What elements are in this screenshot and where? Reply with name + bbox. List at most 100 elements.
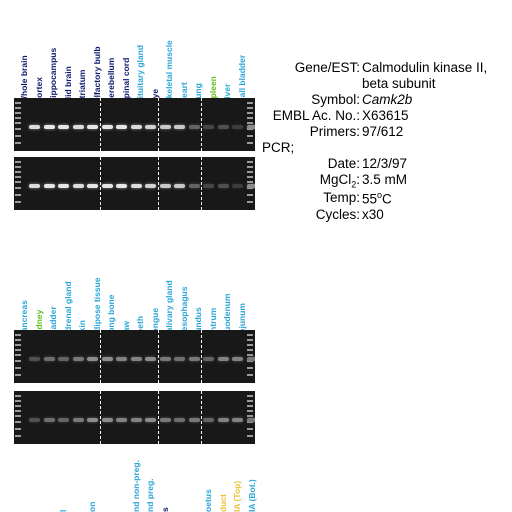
lane-divider: [157, 157, 159, 210]
gene-info-block: Gene/EST: Calmodulin kinase II, beta sub…: [258, 60, 512, 230]
lane-divider: [201, 391, 202, 444]
gel-band: [159, 357, 171, 361]
gel-band: [188, 184, 200, 188]
ladder-band: [15, 415, 21, 417]
ladder-band: [247, 161, 253, 163]
lane-label: Olfactory bulb: [91, 46, 102, 104]
gel-band: [174, 357, 185, 361]
gel-band: [130, 357, 142, 361]
gel-band: [145, 418, 156, 422]
gel-band: [217, 418, 229, 422]
gel-band: [246, 184, 255, 188]
date-key: Date:: [327, 156, 360, 171]
ladder-band: [247, 334, 253, 336]
gel-band: [58, 184, 69, 188]
gel-band: [43, 357, 55, 361]
ladder-band: [15, 135, 21, 137]
gel-band: [217, 184, 229, 188]
ladder-band: [247, 415, 253, 417]
symbol-key: Symbol:: [311, 92, 360, 107]
pcr-label: PCR;: [262, 140, 295, 155]
lane-divider: [99, 98, 101, 151]
gel-band: [72, 357, 84, 361]
ladder-band: [247, 395, 253, 397]
gel-band: [188, 125, 200, 129]
ladder-band: [15, 360, 21, 362]
ladder-band: [15, 187, 21, 189]
lane-divider: [157, 98, 159, 151]
gel-band: [29, 184, 40, 188]
ladder-band: [247, 102, 253, 104]
ladder-band: [247, 405, 253, 407]
gel-band: [203, 357, 214, 361]
ladder-band: [247, 421, 253, 423]
gel-band: [101, 125, 113, 129]
lane-label-partial: nd non-preg.: [130, 460, 141, 512]
gel-band: [116, 184, 127, 188]
gel-band: [130, 184, 142, 188]
ladder-band: [15, 176, 21, 178]
ladder-band: [247, 181, 253, 183]
ladder-band: [15, 405, 21, 407]
ladder-band: [247, 171, 253, 173]
ladder-band: [247, 187, 253, 189]
temp-value: 55oC: [362, 190, 392, 207]
lane-label-partial: IA (Top): [232, 480, 242, 512]
mgcl-key-colon: :: [356, 172, 360, 187]
ladder-band: [247, 112, 253, 114]
gel-band: [116, 418, 127, 422]
mgcl-key: MgCl2:: [320, 172, 360, 190]
ladder-lane: [247, 98, 253, 151]
ladder-band: [15, 112, 21, 114]
ladder-band: [15, 161, 21, 163]
gel-band: [145, 184, 156, 188]
gel-band: [58, 357, 69, 361]
gel-band: [188, 357, 200, 361]
gel-band: [101, 357, 113, 361]
mgcl-key-sub: 2: [351, 179, 357, 190]
cycles-key: Cycles:: [315, 207, 360, 222]
temp-value-unit: C: [382, 191, 392, 207]
ladder-band: [15, 142, 21, 144]
gel-band: [145, 125, 156, 129]
lane-label-partial: duct: [217, 494, 228, 512]
ladder-band: [247, 117, 253, 119]
gel-band: [232, 184, 243, 188]
lane-label: Adipose tissue: [91, 277, 102, 338]
ladder-band: [15, 194, 21, 196]
panel2-gel-top: [14, 330, 255, 383]
ladder-band: [247, 122, 253, 124]
lane-divider: [201, 157, 202, 210]
gel-band: [116, 125, 127, 129]
date-value: 12/3/97: [362, 156, 408, 171]
ladder-band: [15, 201, 21, 203]
gel-band: [29, 418, 40, 422]
ladder-band: [15, 421, 21, 423]
gel-band: [130, 125, 142, 129]
gel-band: [43, 184, 55, 188]
temp-key: Temp:: [323, 190, 360, 205]
ladder-band: [247, 128, 253, 130]
gel-band: [87, 418, 98, 422]
ladder-lane: [15, 157, 21, 210]
gel-band: [246, 125, 255, 129]
lane-label: Hippocampus: [48, 47, 58, 104]
ladder-band: [15, 395, 21, 397]
mgcl-key-main: MgCl: [319, 172, 352, 187]
gel-band: [43, 125, 55, 129]
lane-label-partial: IA (Bot.): [246, 479, 257, 512]
lane-label: Skeletal muscle: [164, 40, 174, 104]
panel2-gel-bottom: [14, 391, 255, 444]
gene-key: Gene/EST:: [294, 60, 360, 75]
ladder-band: [15, 349, 21, 351]
ladder-band: [15, 122, 21, 124]
primers-key: Primers:: [309, 124, 360, 139]
lane-label-partial: s: [159, 507, 170, 512]
ladder-band: [15, 374, 21, 376]
ladder-band: [15, 339, 21, 341]
panel1-gel-top: [14, 98, 255, 151]
ladder-band: [247, 400, 253, 402]
gel-band: [232, 357, 243, 361]
ladder-band: [15, 354, 21, 356]
